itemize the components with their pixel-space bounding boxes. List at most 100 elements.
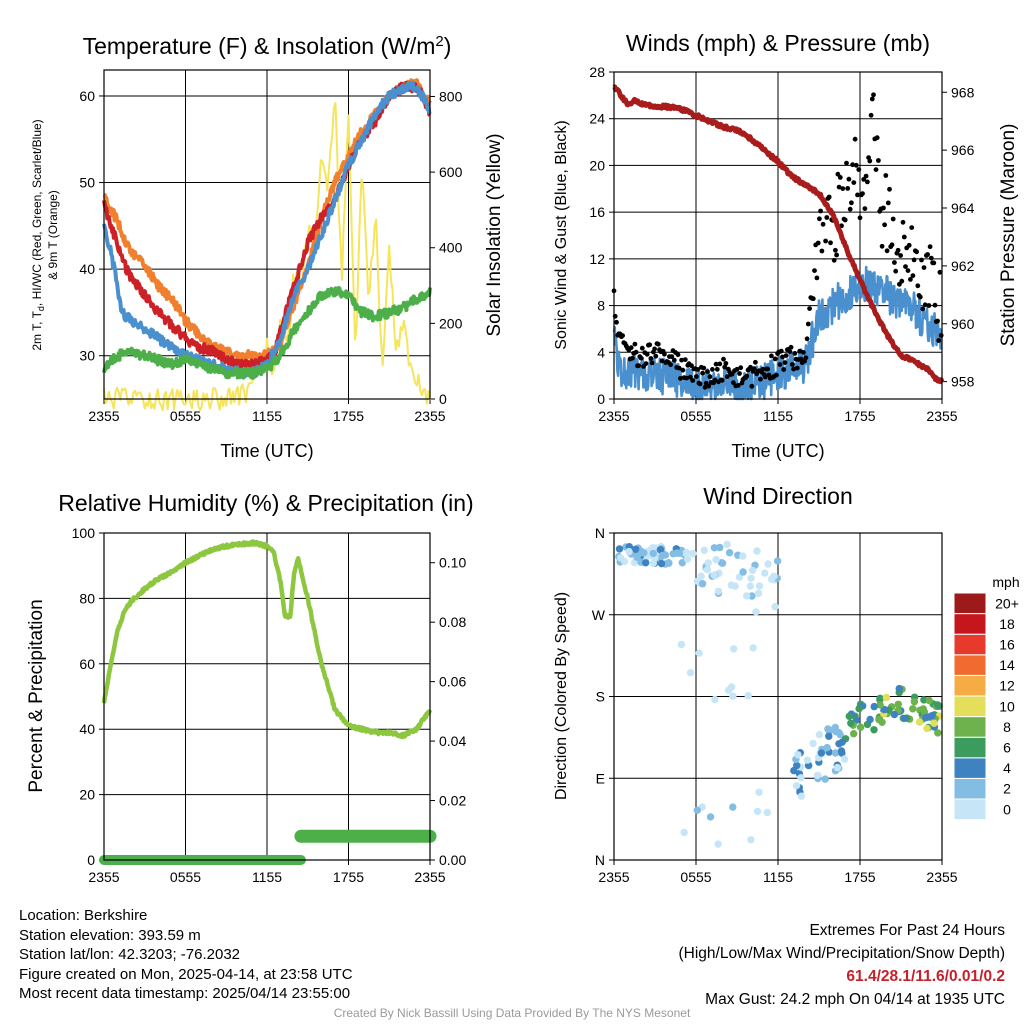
- direction-point: [809, 739, 817, 748]
- direction-point: [695, 649, 703, 657]
- colorbar-label: 12: [999, 678, 1015, 694]
- gust-point: [797, 348, 803, 354]
- gust-point: [668, 362, 673, 368]
- gust-point: [652, 346, 657, 352]
- gust-point: [905, 268, 911, 273]
- gust-point: [893, 268, 899, 274]
- gust-point: [701, 365, 707, 371]
- gust-point: [836, 184, 842, 190]
- station-info: Location: Berkshire Station elevation: 3…: [19, 906, 353, 1004]
- direction-point: [909, 705, 917, 713]
- gust-point: [901, 234, 907, 240]
- direction-point: [648, 544, 657, 552]
- chart-title: Temperature (F) & Insolation (W/m2): [83, 33, 452, 59]
- y-tick-label: E: [596, 770, 605, 786]
- gust-point: [873, 167, 879, 173]
- gust-point: [765, 366, 771, 372]
- gust-point: [926, 303, 932, 308]
- x-tick-label: 0555: [170, 869, 201, 885]
- direction-point: [767, 575, 776, 583]
- direction-point: [746, 582, 755, 590]
- colorbar-label: 2: [1003, 781, 1011, 797]
- gust-point: [706, 383, 712, 389]
- credit-line: Created By Nick Bassill Using Data Provi…: [333, 1006, 691, 1020]
- gust-point: [909, 225, 915, 231]
- gust-point: [655, 341, 661, 347]
- direction-point: [739, 568, 747, 576]
- gust-point: [804, 336, 810, 342]
- colorbar-label: 18: [999, 616, 1015, 632]
- chart-title-main: Temperature (F) & Insolation (W/m: [83, 33, 436, 59]
- direction-point: [686, 669, 695, 677]
- direction-point: [689, 549, 697, 558]
- gust-point: [684, 375, 689, 381]
- direction-point: [625, 547, 633, 556]
- gust-point: [679, 357, 684, 363]
- direction-point: [882, 693, 891, 702]
- colorbar-swatch: [953, 695, 987, 718]
- gust-point: [892, 260, 897, 265]
- direction-point: [793, 761, 801, 770]
- x-tick-label: 1155: [252, 408, 282, 424]
- y-tick-label: 24: [589, 111, 605, 127]
- gust-point: [772, 356, 778, 362]
- gust-point: [927, 244, 933, 250]
- direction-point: [747, 574, 755, 582]
- gust-point: [782, 360, 788, 365]
- gust-point: [781, 367, 787, 372]
- gust-point: [862, 206, 868, 212]
- series-line-rh: [101, 539, 433, 740]
- x-tick-label: 2355: [88, 408, 119, 424]
- colorbar-label: 20+: [995, 595, 1019, 611]
- gust-point: [778, 348, 784, 354]
- gust-point: [920, 306, 926, 312]
- direction-point: [831, 749, 840, 757]
- direction-point: [837, 747, 846, 755]
- gust-point: [815, 240, 821, 246]
- gust-point: [803, 355, 809, 361]
- gust-point: [908, 277, 913, 282]
- direction-point: [930, 719, 938, 727]
- gust-point: [695, 367, 700, 372]
- colorbar: mph 0 2 4 6 8 10 12 14 16 18 20+: [953, 574, 1020, 821]
- gust-point: [774, 372, 779, 378]
- direction-point: [856, 723, 865, 731]
- gust-point: [919, 257, 924, 263]
- gust-point: [846, 176, 852, 182]
- gust-point: [833, 247, 838, 253]
- y-axis-label-part: 2m T, T: [30, 310, 44, 350]
- gust-point: [798, 356, 804, 362]
- direction-point: [748, 566, 757, 575]
- gust-point: [678, 376, 683, 381]
- gust-point: [850, 162, 855, 168]
- direction-point: [870, 702, 878, 711]
- gust-point: [791, 366, 796, 372]
- plot-border: [103, 532, 431, 861]
- gust-point: [899, 278, 905, 284]
- direction-point: [803, 756, 812, 764]
- x-tick-label: 1155: [763, 869, 793, 885]
- gust-point: [863, 173, 869, 179]
- gust-point: [669, 354, 675, 360]
- y-tick-label: S: [596, 689, 605, 705]
- direction-point: [714, 587, 723, 595]
- gust-point: [614, 319, 619, 325]
- direction-point: [876, 696, 884, 704]
- gust-point: [748, 364, 753, 370]
- direction-point: [895, 684, 903, 693]
- direction-point: [755, 788, 763, 796]
- gust-point: [817, 216, 822, 222]
- x-axis-label: Time (UTC): [220, 441, 313, 461]
- y-tick-label: 4: [597, 344, 605, 360]
- y2-tick-label: 0.00: [439, 852, 466, 868]
- y-tick-label: 12: [589, 251, 605, 267]
- direction-point: [773, 557, 782, 565]
- max-gust: Max Gust: 24.2 mph On 04/14 at 1935 UTC: [705, 991, 1005, 1008]
- gust-point: [723, 361, 729, 366]
- direction-point: [620, 557, 629, 566]
- gust-point: [724, 374, 730, 380]
- gust-point: [925, 252, 930, 257]
- extremes-subtitle: (High/Low/Max Wind/Precipitation/Snow De…: [678, 945, 1006, 962]
- direction-point: [764, 560, 772, 568]
